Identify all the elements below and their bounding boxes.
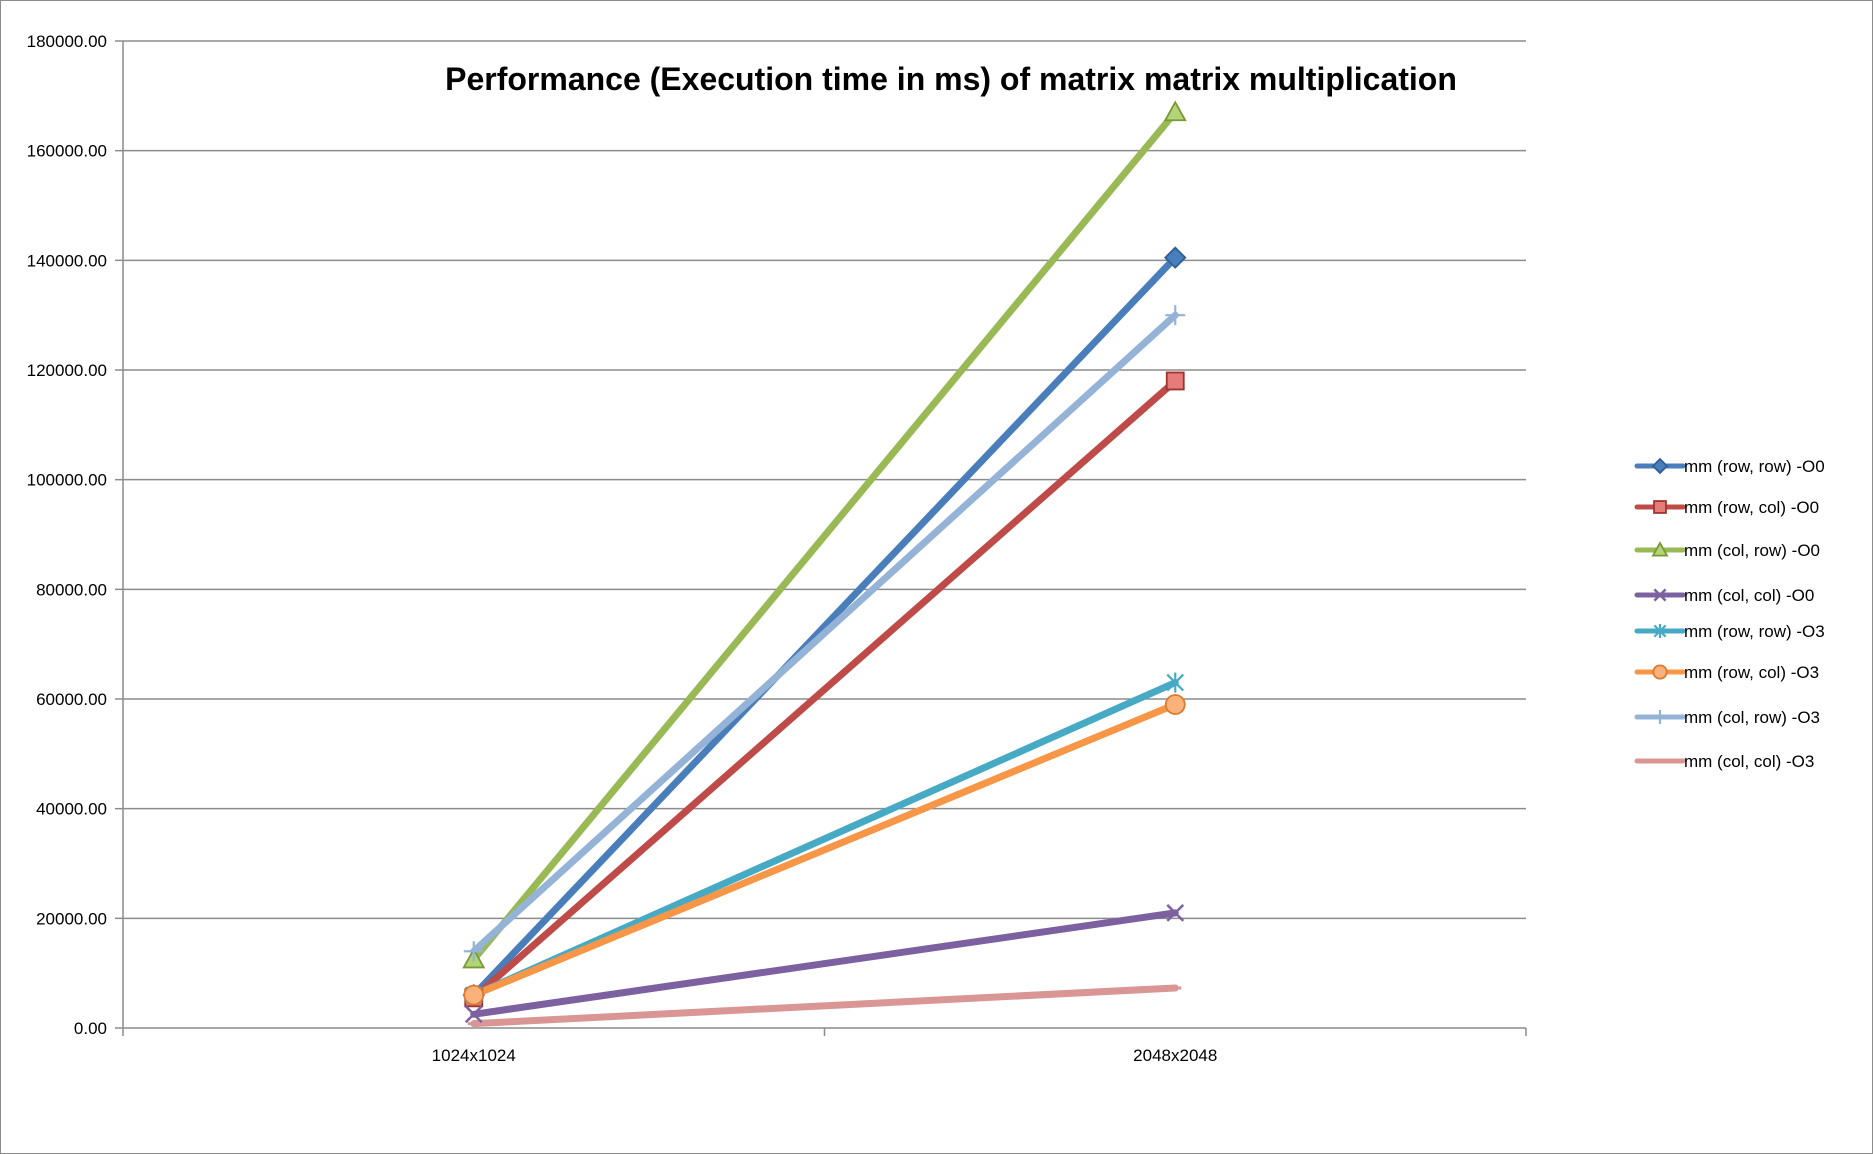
diamond-marker — [1651, 457, 1669, 475]
y-tick-label: 0.00 — [74, 1019, 107, 1038]
y-tick-label: 20000.00 — [36, 909, 107, 928]
square-marker — [1653, 500, 1667, 514]
series-markers — [462, 100, 1187, 1026]
y-tick-label: 140000.00 — [27, 251, 107, 270]
grid-lines — [123, 40, 1526, 920]
series-lines — [470, 108, 1179, 1028]
x-marker-stroke — [1653, 588, 1667, 602]
legend-entry: mm (row, col) -O0 — [1634, 498, 1819, 517]
legend-entry: mm (col, col) -O3 — [1634, 752, 1814, 771]
circle-marker — [463, 984, 485, 1006]
triangle-marker — [1163, 100, 1187, 122]
legend-label: mm (row, col) -O3 — [1684, 663, 1819, 682]
square-marker — [1165, 371, 1185, 391]
series-line — [470, 377, 1179, 1002]
y-tick-label: 100000.00 — [27, 471, 107, 490]
circle-marker — [1652, 664, 1668, 680]
legend-label: mm (col, row) -O3 — [1684, 708, 1820, 727]
legend-entry: mm (col, row) -O0 — [1634, 541, 1820, 560]
legend-entry: mm (col, row) -O3 — [1634, 708, 1820, 727]
legend-entry: mm (col, col) -O0 — [1634, 586, 1814, 605]
x-marker — [1653, 588, 1667, 602]
y-tick-labels: 0.00 20000.00 40000.00 60000.00 80000.00 1000… — [27, 32, 107, 1038]
triangle-marker — [1651, 541, 1669, 557]
y-tick-label: 40000.00 — [36, 800, 107, 819]
legend-label: mm (row, col) -O0 — [1684, 498, 1819, 517]
star-marker — [1166, 672, 1185, 693]
legend-label: mm (col, col) -O0 — [1684, 586, 1814, 605]
plus-marker — [1653, 710, 1667, 724]
y-tick-label: 120000.00 — [27, 361, 107, 380]
x-tick-label: 1024x1024 — [432, 1046, 516, 1065]
legend-label: mm (col, row) -O0 — [1684, 541, 1820, 560]
y-tick-label: 180000.00 — [27, 32, 107, 51]
plus-marker — [1165, 305, 1186, 326]
star-marker — [1653, 624, 1667, 638]
y-tick-label: 80000.00 — [36, 580, 107, 599]
series-line — [470, 254, 1179, 999]
plus-marker — [463, 941, 484, 962]
x-tick-labels: 1024x1024 2048x2048 — [432, 1046, 1218, 1065]
y-tick-label: 60000.00 — [36, 690, 107, 709]
diamond-marker — [1163, 246, 1187, 269]
legend-entry: mm (row, col) -O3 — [1634, 663, 1819, 682]
y-tick-label: 160000.00 — [27, 142, 107, 161]
series-line — [470, 700, 1179, 999]
legend-entry: mm (row, row) -O0 — [1634, 457, 1825, 476]
series-line — [470, 108, 1179, 963]
x-marker — [1166, 903, 1185, 922]
legend-label: mm (row, row) -O0 — [1684, 457, 1825, 476]
axes — [115, 40, 1527, 1036]
series-line — [470, 984, 1179, 1028]
x-tick-label: 2048x2048 — [1133, 1046, 1217, 1065]
legend: mm (row, row) -O0 mm (row, col) -O0 mm (co… — [1634, 457, 1825, 771]
x-marker-stroke — [464, 1005, 483, 1024]
legend-entry: mm (row, row) -O3 — [1634, 622, 1825, 641]
series-line — [470, 311, 1179, 955]
series-line — [470, 909, 1179, 1018]
legend-label: mm (col, col) -O3 — [1684, 752, 1814, 771]
chart-title: Performance (Execution time in ms) of ma… — [445, 61, 1457, 97]
legend-label: mm (row, row) -O3 — [1684, 622, 1825, 641]
x-marker — [464, 1005, 483, 1024]
circle-marker — [1164, 694, 1186, 715]
x-marker-stroke — [1166, 903, 1185, 922]
